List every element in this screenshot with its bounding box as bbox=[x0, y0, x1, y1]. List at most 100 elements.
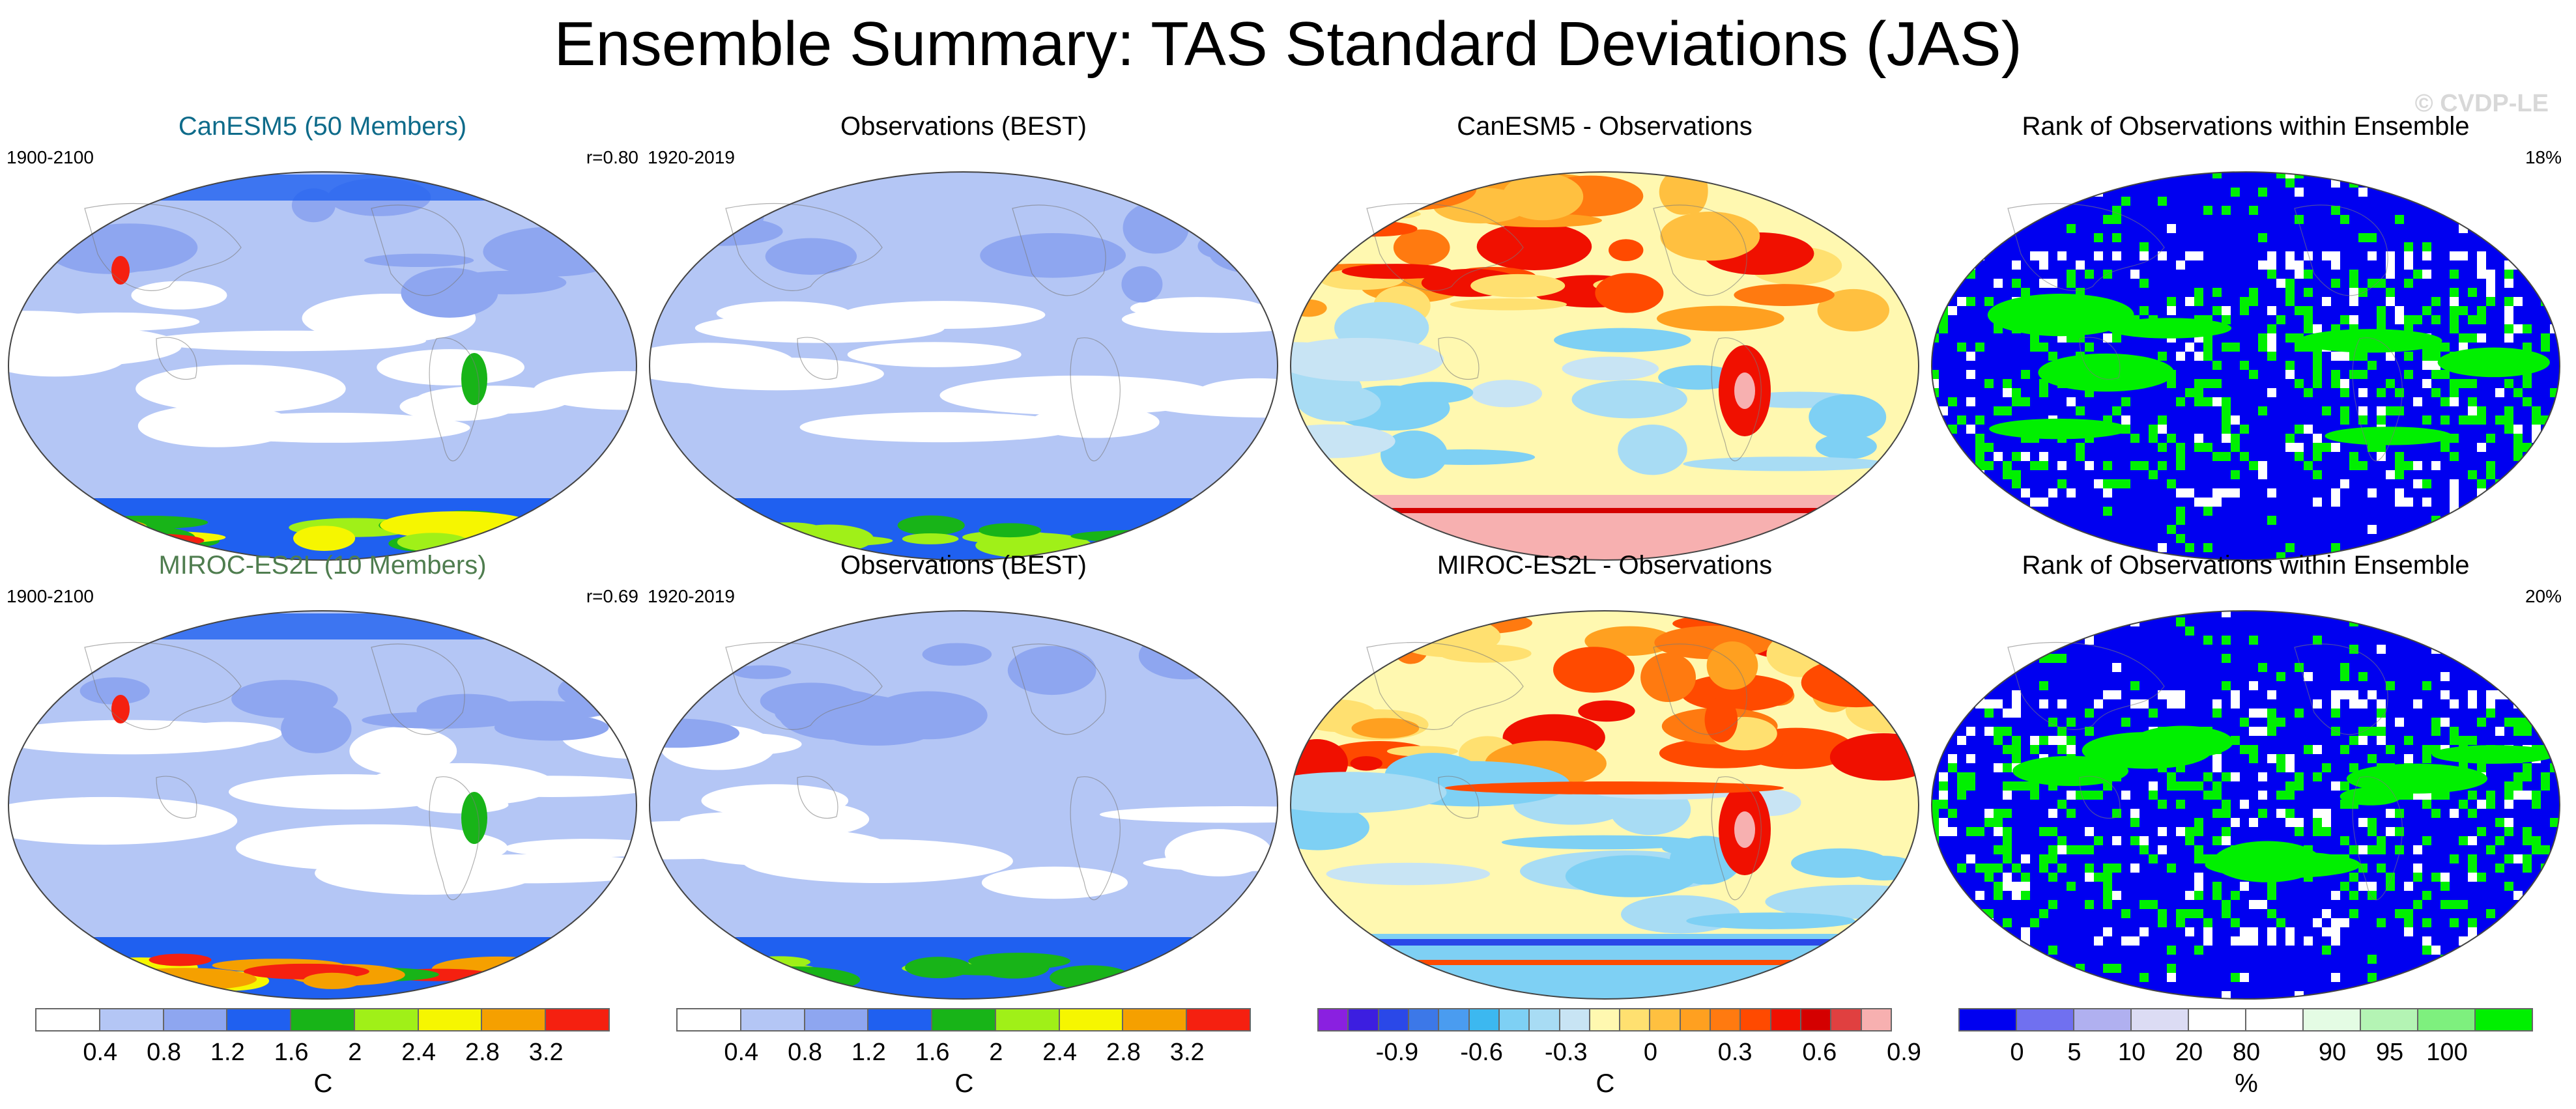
colorbar-swatch bbox=[676, 1008, 741, 1032]
colorbar-boxes bbox=[676, 1008, 1252, 1032]
colorbar-swatch bbox=[1407, 1008, 1440, 1032]
colorbar-swatch bbox=[2302, 1008, 2361, 1032]
colorbar-swatch bbox=[1739, 1008, 1771, 1032]
panel-title: CanESM5 (50 Members) bbox=[178, 112, 467, 141]
colorbar-swatch bbox=[2188, 1008, 2246, 1032]
colorbar-tick-label: 0.4 bbox=[83, 1039, 118, 1066]
colorbar-swatch bbox=[1588, 1008, 1621, 1032]
map-miroc-rank bbox=[1930, 608, 2562, 1002]
map-canvas bbox=[1931, 610, 2560, 1000]
colorbar-unit: C bbox=[954, 1069, 974, 1098]
map-canvas bbox=[1931, 171, 2560, 561]
colorbar-tick-label: 95 bbox=[2375, 1039, 2404, 1066]
colorbar-unit: C bbox=[313, 1069, 333, 1098]
panel-title: MIROC-ES2L - Observations bbox=[1437, 551, 1773, 580]
map-canesm5-rank bbox=[1930, 169, 2562, 563]
panel-miroc-rank: Rank of Observations within Ensemble 20% bbox=[1930, 548, 2562, 1000]
colorbar-swatch bbox=[1498, 1008, 1530, 1032]
colorbar-swatch bbox=[1860, 1008, 1892, 1032]
colorbar-swatch bbox=[1347, 1008, 1379, 1032]
rank-percent-label: 20% bbox=[2525, 586, 2562, 606]
colorbar-tick-label: 2 bbox=[989, 1039, 1003, 1066]
map-canvas bbox=[649, 610, 1278, 1000]
colorbar-swatch bbox=[1649, 1008, 1681, 1032]
colorbar-swatch bbox=[1679, 1008, 1711, 1032]
colorbar-swatch bbox=[1438, 1008, 1470, 1032]
colorbar-tick-label: 3.2 bbox=[528, 1039, 564, 1066]
map-obs-std-1 bbox=[648, 169, 1280, 563]
colorbar-swatch bbox=[1058, 1008, 1124, 1032]
period-label: 1920-2019 bbox=[648, 586, 735, 606]
colorbar-tick-label: 20 bbox=[2175, 1039, 2203, 1066]
map-canvas bbox=[649, 171, 1278, 561]
colorbar-tick-label: 3.2 bbox=[1169, 1039, 1205, 1066]
colorbar-unit: % bbox=[2235, 1069, 2258, 1098]
colorbar-std-1: 0.4 0.8 1.2 1.6 2 2.4 2.8 3.2 C bbox=[35, 1008, 610, 1106]
colorbar-swatch bbox=[1122, 1008, 1188, 1032]
colorbar-tick-label: 0.8 bbox=[788, 1039, 822, 1066]
figure-title: Ensemble Summary: TAS Standard Deviation… bbox=[554, 9, 2022, 79]
map-canesm5-std bbox=[7, 169, 638, 563]
panel-miroc-std: MIROC-ES2L (10 Members) 1900-2100 r=0.69 bbox=[7, 548, 638, 1000]
colorbar-swatch bbox=[2360, 1008, 2418, 1032]
colorbar-swatch bbox=[98, 1008, 164, 1032]
colorbar-swatch bbox=[1468, 1008, 1500, 1032]
map-miroc-std bbox=[7, 608, 638, 1002]
colorbar-swatch bbox=[1558, 1008, 1590, 1032]
panel-obs-std-2: Observations (BEST) 1920-2019 bbox=[648, 548, 1280, 1000]
map-miroc-diff bbox=[1289, 608, 1921, 1002]
colorbar-tick-label: 0.3 bbox=[1717, 1039, 1753, 1066]
period-label: 1920-2019 bbox=[648, 147, 735, 167]
colorbar-tick-label: 0.6 bbox=[1802, 1039, 1837, 1066]
panel-obs-std-1: Observations (BEST) 1920-2019 bbox=[648, 109, 1280, 561]
correlation-label: r=0.69 bbox=[586, 586, 638, 606]
panel-title: Rank of Observations within Ensemble bbox=[2022, 551, 2470, 580]
watermark: © CVDP-LE bbox=[2414, 90, 2549, 117]
colorbar-swatch bbox=[35, 1008, 100, 1032]
colorbar-swatch bbox=[417, 1008, 483, 1032]
panel-canesm5-rank: Rank of Observations within Ensemble 18% bbox=[1930, 109, 2562, 561]
colorbar-swatch bbox=[1528, 1008, 1560, 1032]
colorbar-swatch bbox=[867, 1008, 933, 1032]
colorbar-swatch bbox=[803, 1008, 869, 1032]
colorbar-tick-label: -0.3 bbox=[1545, 1039, 1588, 1066]
colorbar-tick-label: 1.2 bbox=[851, 1039, 886, 1066]
panel-title: MIROC-ES2L (10 Members) bbox=[158, 551, 487, 580]
colorbar-swatch bbox=[1958, 1008, 2017, 1032]
colorbar-swatch bbox=[2073, 1008, 2132, 1032]
colorbar-swatch bbox=[2016, 1008, 2074, 1032]
rank-percent-label: 18% bbox=[2525, 147, 2562, 167]
colorbar-tick-label: 2.4 bbox=[401, 1039, 436, 1066]
colorbar-boxes bbox=[1317, 1008, 1892, 1032]
panel-title: Rank of Observations within Ensemble bbox=[2022, 112, 2470, 141]
colorbar-swatch bbox=[226, 1008, 292, 1032]
map-canvas bbox=[8, 171, 637, 561]
panel-title: CanESM5 - Observations bbox=[1457, 112, 1753, 141]
colorbar-tick-label: 0 bbox=[2010, 1039, 2024, 1066]
colorbar-tick-label: 1.2 bbox=[210, 1039, 245, 1066]
colorbar-swatch bbox=[1830, 1008, 1862, 1032]
colorbar-tick-label: 5 bbox=[2067, 1039, 2082, 1066]
colorbar-swatch bbox=[1186, 1008, 1252, 1032]
colorbar-swatch bbox=[290, 1008, 355, 1032]
period-label: 1900-2100 bbox=[7, 147, 94, 167]
colorbar-swatch bbox=[162, 1008, 228, 1032]
colorbar-tick-label: 2.8 bbox=[465, 1039, 500, 1066]
map-canesm5-diff bbox=[1289, 169, 1921, 563]
colorbar-swatch bbox=[1769, 1008, 1801, 1032]
colorbar-tick-label: -0.9 bbox=[1375, 1039, 1419, 1066]
colorbar-boxes bbox=[35, 1008, 610, 1032]
map-canvas bbox=[1290, 171, 1919, 561]
colorbar-tick-label: 0.4 bbox=[724, 1039, 759, 1066]
colorbar-tick-label: 90 bbox=[2318, 1039, 2347, 1066]
colorbar-tick-label: 2 bbox=[348, 1039, 362, 1066]
colorbar-std-2: 0.4 0.8 1.2 1.6 2 2.4 2.8 3.2 C bbox=[676, 1008, 1252, 1106]
colorbar-tick-label: 0.8 bbox=[147, 1039, 181, 1066]
colorbar-tick-label: 2.8 bbox=[1106, 1039, 1141, 1066]
colorbar-swatch bbox=[353, 1008, 419, 1032]
panel-canesm5-std: CanESM5 (50 Members) 1900-2100 r=0.80 bbox=[7, 109, 638, 561]
colorbar-swatch bbox=[2130, 1008, 2189, 1032]
colorbar-tick-label: 2.4 bbox=[1042, 1039, 1078, 1066]
colorbar-tick-label: 0.9 bbox=[1887, 1039, 1921, 1066]
colorbar-swatch bbox=[1317, 1008, 1349, 1032]
